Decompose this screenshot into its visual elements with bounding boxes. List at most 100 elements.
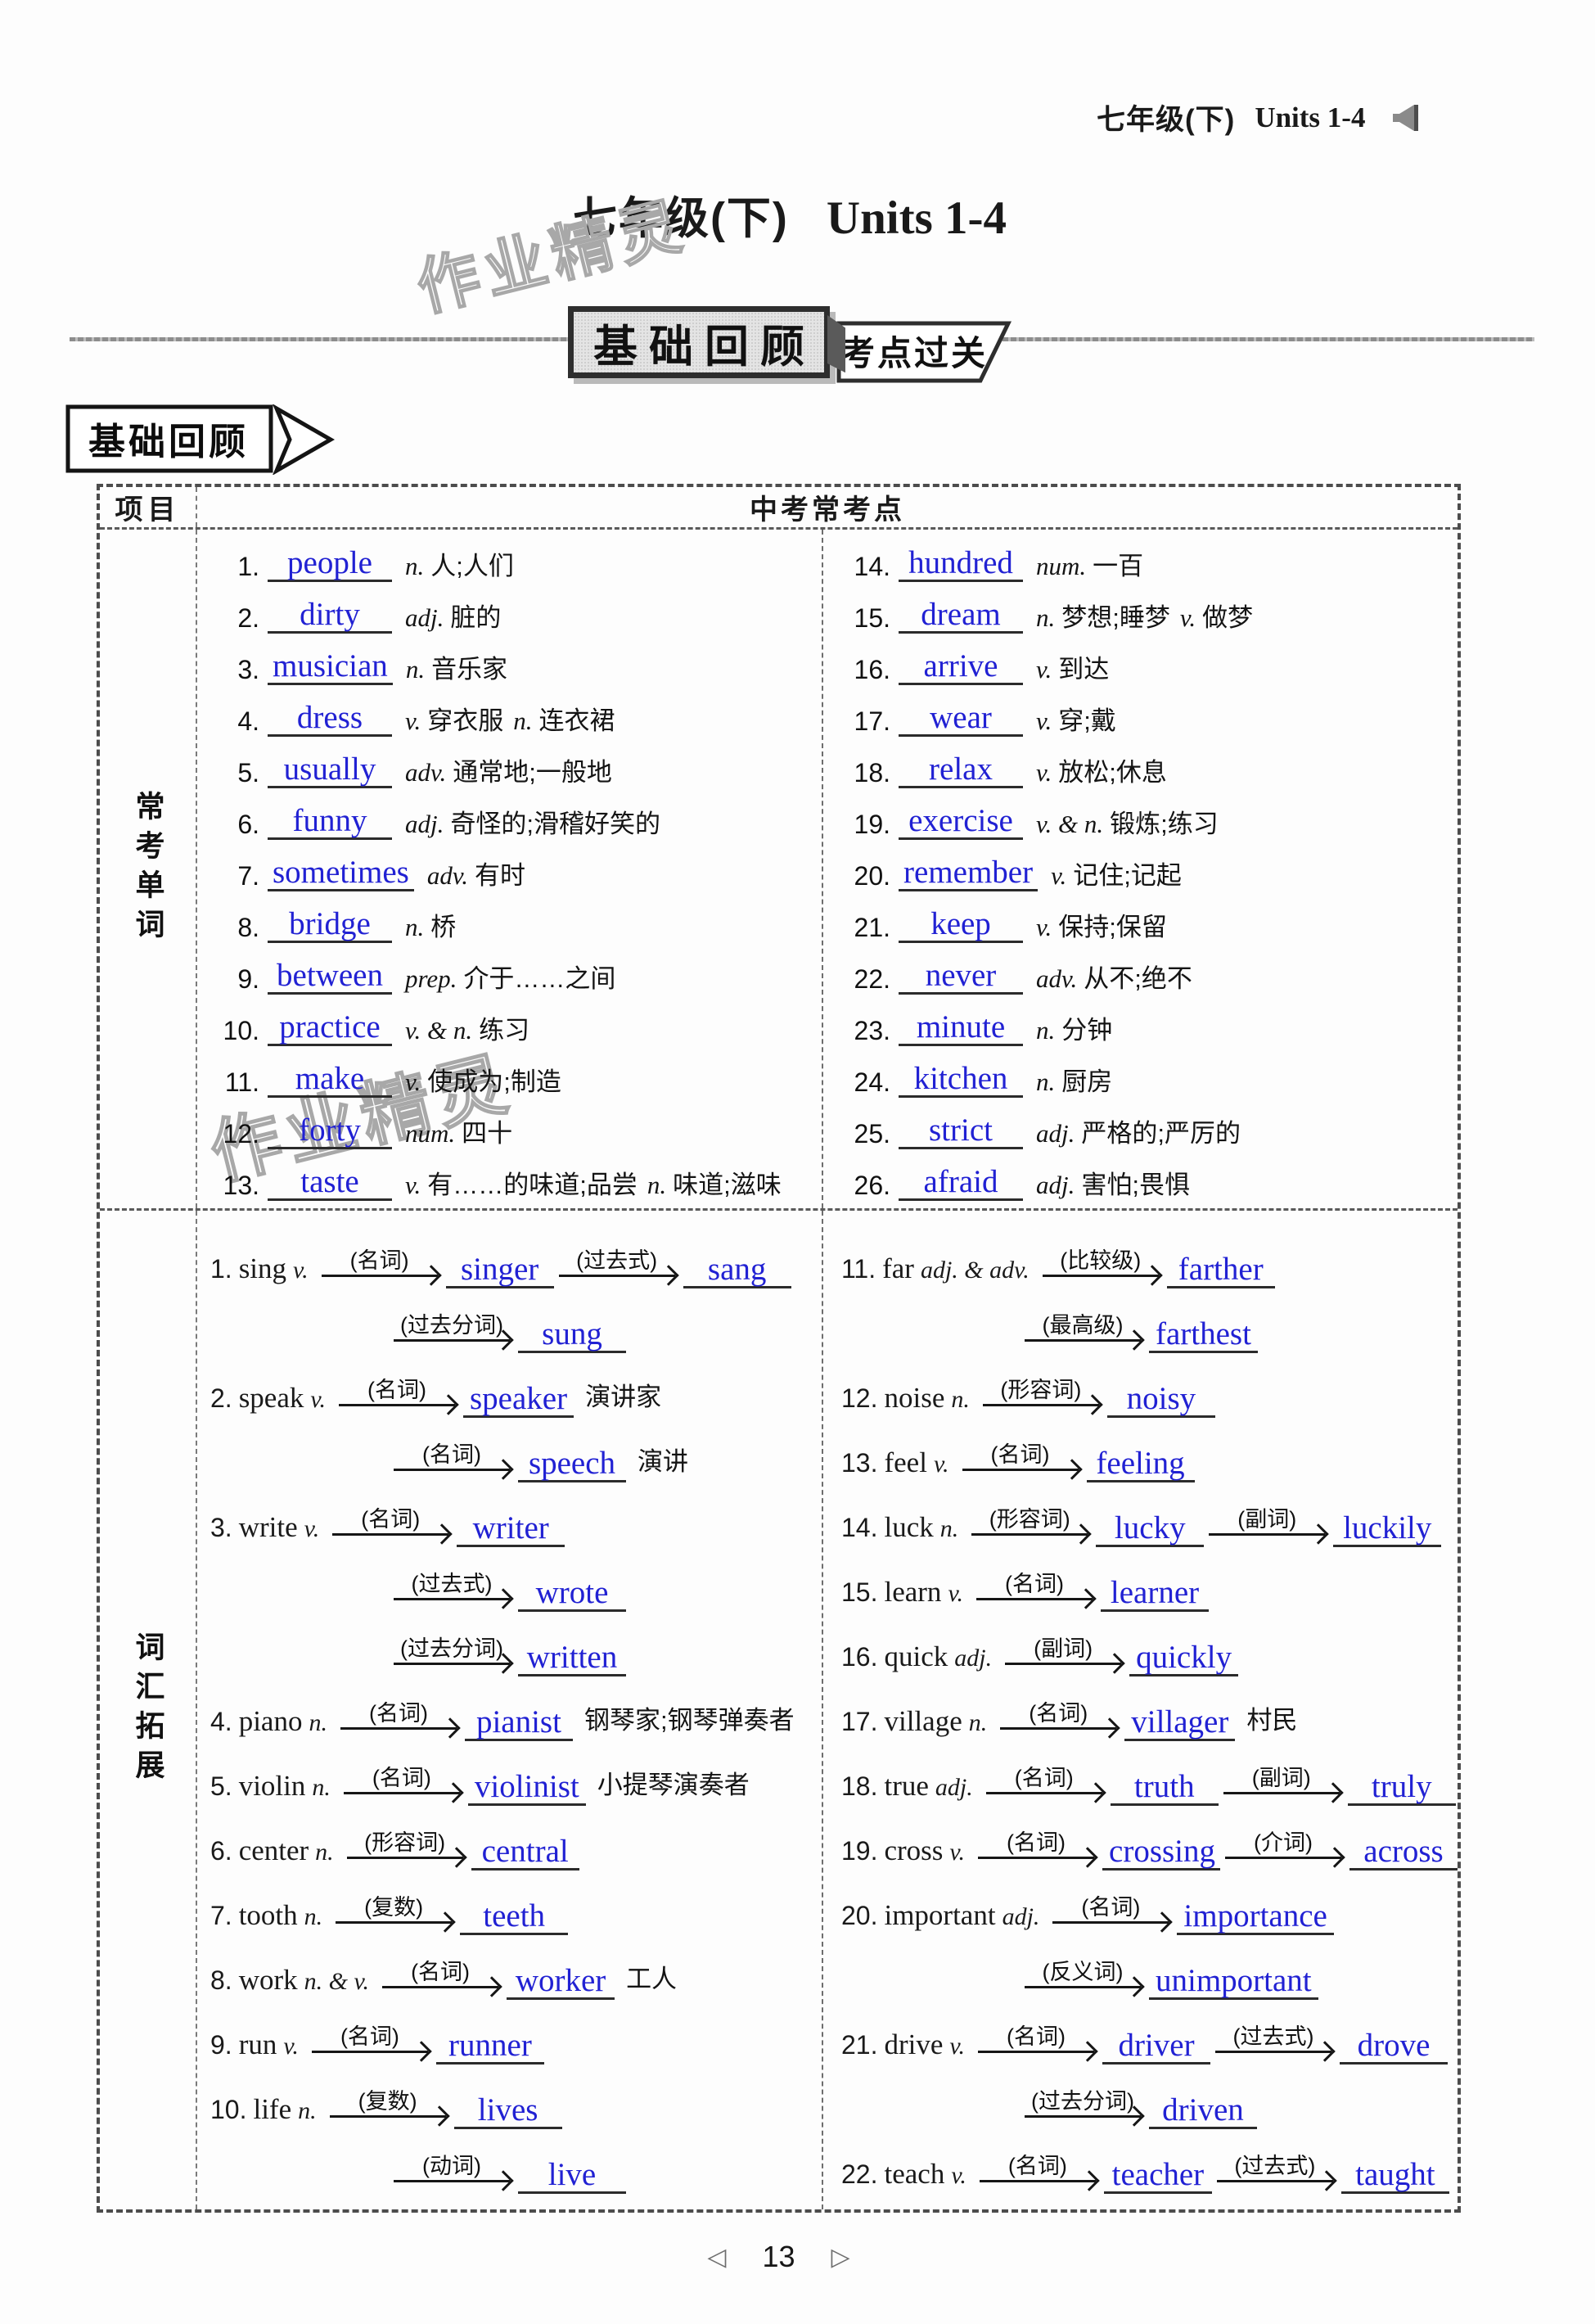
word-item: 26. afraid adj. 害怕;畏惧 bbox=[841, 1157, 1458, 1208]
expansion-line: 19. cross v. (名词) crossing (介词) across bbox=[841, 1806, 1458, 1870]
arrow-label: (比较级) bbox=[1060, 1248, 1142, 1273]
word-number: 6. bbox=[237, 810, 259, 839]
right-arrow-icon bbox=[971, 1533, 1088, 1536]
part-of-speech: n. bbox=[951, 1386, 970, 1413]
meaning-text: 分钟 bbox=[1061, 1016, 1113, 1045]
word-number: 19. bbox=[841, 1836, 878, 1866]
part-of-speech: n. bbox=[939, 1515, 959, 1542]
right-arrow-icon bbox=[979, 2180, 1096, 2182]
part-of-speech: adj. bbox=[1036, 1171, 1075, 1199]
answer-blank: forty bbox=[268, 1114, 392, 1149]
banner-primary-label: 基础回顾 bbox=[593, 322, 816, 372]
base-word: piano bbox=[238, 1705, 303, 1737]
meaning-text: 害怕;畏惧 bbox=[1081, 1171, 1190, 1199]
transform-arrow: (名词) bbox=[343, 1766, 460, 1794]
base-word: cross bbox=[884, 1834, 944, 1866]
answer-blank: dress bbox=[268, 702, 392, 737]
transform-arrow: (比较级) bbox=[1042, 1248, 1159, 1277]
part-of-speech: n. & v. bbox=[304, 1968, 370, 1995]
meaning-text: 桥 bbox=[430, 913, 457, 941]
expansion-item: 18. true adj. (名词) truth (副词) truly bbox=[841, 1741, 1458, 1806]
title-grade-label: 七年级(下) bbox=[572, 194, 789, 243]
expansion-line: 3. write v. (名词) writer bbox=[210, 1482, 822, 1547]
word-number: 10. bbox=[210, 2095, 247, 2124]
right-arrow-icon bbox=[394, 1663, 510, 1665]
word-number: 5. bbox=[210, 1771, 232, 1801]
answer-blank: sung bbox=[518, 1318, 626, 1353]
part-of-speech: v. bbox=[405, 1171, 421, 1199]
answer-blank: across bbox=[1349, 1835, 1458, 1870]
expansion-item: 13. feel v. (名词) feeling bbox=[841, 1418, 1458, 1482]
expansion-item: 19. cross v. (名词) crossing (介词) across bbox=[841, 1806, 1458, 1870]
section-marker-arrow-icon bbox=[65, 404, 336, 475]
expansion-word: 1. sing v. bbox=[210, 1252, 309, 1285]
right-arrow-icon bbox=[982, 1404, 1099, 1406]
word-number: 18. bbox=[854, 758, 890, 787]
word-number: 18. bbox=[841, 1771, 878, 1801]
section-marker: 基础回顾 bbox=[65, 404, 336, 475]
expansion-column-left: 1. sing v. (名词) singer (过去式) sang (过去分词) sung 2. s… bbox=[197, 1211, 823, 2209]
word-item: 10. practice v. & n. 练习 bbox=[210, 1002, 822, 1054]
word-number: 16. bbox=[841, 1642, 878, 1672]
expansion-line: 4. piano n. (名词) pianist 钢琴家;钢琴弹奏者 bbox=[210, 1676, 822, 1741]
section-marker-label: 基础回顾 bbox=[88, 420, 249, 463]
expansion-item: 6. center n. (形容词) central bbox=[210, 1806, 822, 1870]
answer-blank: importance bbox=[1177, 1900, 1334, 1935]
word-number: 20. bbox=[854, 861, 890, 891]
answer-blank: speech bbox=[518, 1447, 626, 1482]
expansion-line: 16. quick adj. (副词) quickly bbox=[841, 1612, 1458, 1676]
answer-blank: writer bbox=[457, 1512, 565, 1547]
transform-arrow: (过去分词) bbox=[394, 1636, 510, 1665]
word-item: 16. arrive v. 到达 bbox=[841, 641, 1458, 693]
base-word: violin bbox=[238, 1770, 306, 1802]
right-arrow-icon bbox=[1209, 1533, 1326, 1536]
part-of-speech: adj. bbox=[954, 1645, 993, 1672]
expansion-word: 18. true adj. bbox=[841, 1770, 973, 1803]
arrow-label: (名词) bbox=[1007, 2024, 1066, 2049]
word-number: 12. bbox=[841, 1383, 878, 1413]
expansion-line: 10. life n. (复数) lives bbox=[210, 2065, 822, 2129]
banner-3d-flap bbox=[827, 315, 845, 373]
base-word: run bbox=[238, 2028, 277, 2060]
header-grade-label: 七年级(下) bbox=[1097, 104, 1236, 136]
word-number: 11. bbox=[224, 1067, 259, 1097]
expansion-item: 15. learn v. (名词) learner bbox=[841, 1547, 1458, 1612]
part-of-speech: v. bbox=[1051, 861, 1067, 890]
word-number: 21. bbox=[841, 2030, 878, 2060]
expansion-line: (最高级) farthest bbox=[1020, 1288, 1458, 1353]
meaning-text: 严格的;严厉的 bbox=[1081, 1119, 1241, 1148]
word-number: 26. bbox=[854, 1171, 890, 1200]
word-number: 8. bbox=[237, 913, 259, 942]
arrow-label: (过去式) bbox=[1232, 2024, 1314, 2049]
right-arrow-icon bbox=[1042, 1275, 1159, 1277]
arrow-label: (复数) bbox=[364, 1894, 424, 1920]
base-word: true bbox=[884, 1770, 929, 1802]
header-units-label: Units 1-4 bbox=[1255, 101, 1366, 133]
expansion-item: 3. write v. (名词) writer (过去式) wrote (过去分词) writt… bbox=[210, 1482, 822, 1676]
answer-blank: villager bbox=[1124, 1706, 1236, 1741]
word-item: 3. musician n. 音乐家 bbox=[210, 641, 822, 693]
arrow-label: (名词) bbox=[1005, 1571, 1065, 1596]
word-number: 9. bbox=[210, 2030, 232, 2060]
meaning-text: 锻炼;练习 bbox=[1110, 810, 1219, 838]
word-definition: v. 有……的味道;品尝 n. 味道;滋味 bbox=[405, 1164, 791, 1201]
answer-blank: learner bbox=[1101, 1577, 1210, 1612]
meaning-text: 记住;记起 bbox=[1073, 861, 1182, 890]
meaning-text: 人;人们 bbox=[430, 552, 514, 580]
arrow-label: (名词) bbox=[990, 1442, 1050, 1467]
base-word: important bbox=[884, 1899, 996, 1931]
right-arrow-icon bbox=[1225, 1857, 1341, 1859]
next-page-icon: ▷ bbox=[831, 2243, 850, 2271]
transform-arrow: (名词) bbox=[332, 1507, 449, 1536]
expansion-line: (过去分词) driven bbox=[1020, 2065, 1458, 2129]
expansion-item: 22. teach v. (名词) teacher (过去式) taught bbox=[841, 2129, 1458, 2194]
expansion-item: 21. drive v. (名词) driver (过去式) drove (过去分词) driv… bbox=[841, 2000, 1458, 2129]
word-number: 9. bbox=[237, 964, 259, 994]
answer-blank: strict bbox=[899, 1114, 1023, 1149]
right-arrow-icon bbox=[976, 1598, 1093, 1600]
transform-arrow: (过去式) bbox=[1215, 2024, 1331, 2053]
answer-blank: truth bbox=[1110, 1771, 1219, 1806]
right-arrow-icon bbox=[336, 1921, 453, 1924]
running-header: 七年级(下) Units 1-4 bbox=[1097, 97, 1424, 138]
right-arrow-icon bbox=[985, 1792, 1102, 1794]
